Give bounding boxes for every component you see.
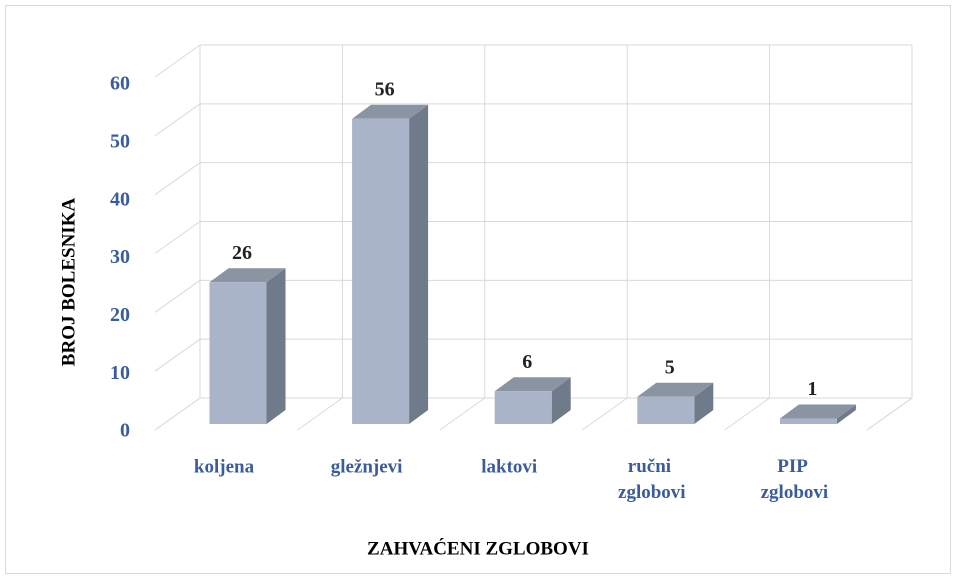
side-grid-line — [154, 162, 201, 196]
y-tick-label: 40 — [110, 188, 130, 210]
floor-divider — [154, 397, 201, 431]
y-tick-label: 0 — [120, 420, 130, 442]
side-grid-line — [154, 221, 201, 254]
bar-top — [637, 382, 714, 397]
x-tick-label: koljena — [194, 456, 255, 477]
side-grid-line — [154, 279, 201, 313]
bar-side — [836, 404, 856, 424]
side-grid-line — [154, 103, 201, 137]
bar-top — [209, 268, 286, 283]
floor-divider — [866, 397, 913, 431]
y-axis-title: BROJ BOLESNIKA — [58, 198, 79, 367]
chart-border — [5, 5, 951, 574]
side-grid-line — [154, 44, 201, 78]
y-tick-label: 10 — [110, 362, 130, 384]
data-label: 1 — [807, 378, 817, 400]
bar-top — [779, 404, 856, 419]
data-label: 6 — [522, 351, 532, 373]
x-axis-title: ZAHVAĆENI ZGLOBOVI — [367, 537, 589, 559]
floor-divider — [439, 397, 486, 431]
y-tick-label: 30 — [110, 246, 130, 268]
x-tick-label: PIP zglobovi — [761, 456, 829, 503]
floor-divider — [581, 397, 628, 431]
y-tick-label: 50 — [110, 130, 130, 152]
bar-side — [694, 382, 714, 424]
bar — [637, 396, 695, 424]
bar — [209, 282, 267, 424]
bar — [352, 118, 410, 425]
bar — [779, 418, 837, 424]
walls — [154, 44, 913, 431]
bar-side — [266, 268, 286, 424]
data-label: 26 — [232, 242, 252, 264]
data-label: 56 — [375, 78, 395, 100]
bar — [494, 391, 552, 424]
y-tick-label: 20 — [110, 304, 130, 326]
data-label: 5 — [665, 356, 675, 378]
bar-top — [352, 104, 429, 119]
bar-side — [551, 377, 571, 424]
x-tick-label: ručni zglobovi — [618, 456, 686, 503]
bar-side — [409, 104, 429, 425]
floor-divider — [724, 397, 770, 431]
bar-top — [494, 377, 571, 392]
y-tick-label: 60 — [110, 73, 130, 95]
floor-divider — [297, 397, 343, 431]
x-tick-label: gležnjevi — [331, 456, 403, 477]
side-grid-line — [154, 338, 201, 372]
x-tick-label: laktovi — [481, 456, 537, 477]
